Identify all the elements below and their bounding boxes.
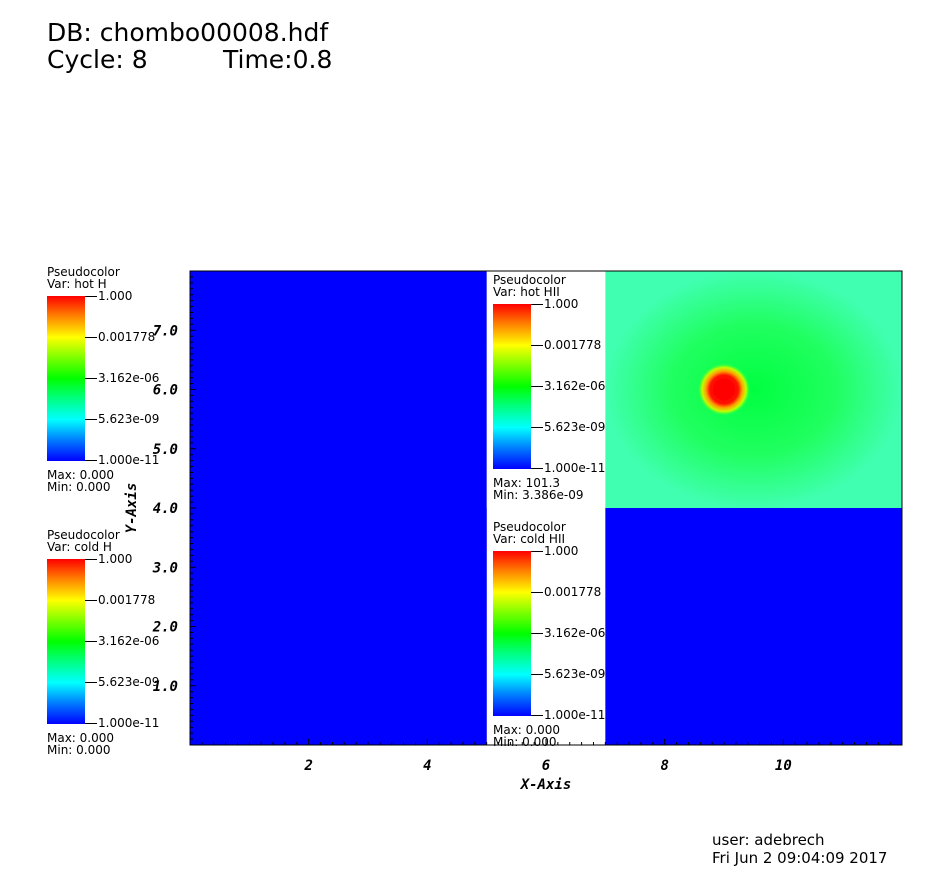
x-tick-label: 10: [775, 758, 792, 774]
colorbar-tick: [85, 378, 97, 379]
y-tick-label: 4.0: [153, 501, 178, 517]
colorbar-tick: [531, 715, 543, 716]
colorbar-tick-label: 1.000e-11: [544, 461, 606, 475]
colorbar-tick-label: 3.162e-06: [98, 634, 160, 648]
y-tick-label: 7.0: [153, 323, 178, 339]
colorbar-tick-label: 0.001778: [98, 330, 156, 344]
region-hot-hii: [605, 271, 902, 508]
colorbar-tick: [85, 337, 97, 338]
colorbar: [47, 296, 85, 461]
legend-max: Max: 0.000: [47, 731, 115, 745]
legend-title: Pseudocolor: [47, 265, 120, 279]
colorbar-tick: [531, 427, 543, 428]
colorbar-tick-label: 1.000: [544, 544, 579, 558]
region-cold-hii: [605, 508, 902, 745]
colorbar-tick-label: 3.162e-06: [98, 371, 160, 385]
y-tick-label: 1.0: [153, 679, 178, 695]
region-cold-h: [190, 508, 487, 745]
legend-min: Min: 0.000: [47, 480, 111, 494]
colorbar-tick-label: 5.623e-09: [98, 675, 160, 689]
colorbar-tick: [531, 345, 543, 346]
colorbar-tick: [85, 600, 97, 601]
legend-max: Max: 0.000: [493, 723, 561, 737]
x-axis-title: X-Axis: [520, 777, 572, 793]
colorbar-tick: [85, 723, 97, 724]
colorbar-tick: [531, 386, 543, 387]
colorbar-tick: [85, 296, 97, 297]
user-label: user: adebrech: [712, 831, 825, 849]
x-tick-label: 2: [303, 758, 312, 774]
colorbar-tick-label: 5.623e-09: [544, 667, 606, 681]
legend-max: Max: 101.3: [493, 476, 561, 490]
y-tick-label: 2.0: [152, 620, 178, 636]
colorbar-tick: [85, 460, 97, 461]
colorbar-tick-label: 3.162e-06: [544, 379, 606, 393]
hotspot-core: [713, 378, 735, 401]
plot-frame: [189, 270, 903, 746]
colorbar-tick: [85, 682, 97, 683]
legend-variable: Var: hot H: [47, 277, 107, 291]
colorbar-tick-label: 0.001778: [544, 585, 602, 599]
y-axis-title: Y-Axis: [124, 483, 140, 534]
time-label: Time:0.8: [223, 45, 333, 74]
colorbar: [47, 559, 85, 724]
database-title: DB: chombo00008.hdf: [47, 18, 329, 47]
legend-title: Pseudocolor: [493, 273, 566, 287]
colorbar-tick: [531, 468, 543, 469]
y-tick-label: 6.0: [153, 383, 178, 399]
colorbar-tick-label: 1.000e-11: [98, 716, 160, 730]
colorbar: [493, 551, 531, 716]
legend-title: Pseudocolor: [493, 520, 566, 534]
colorbar-tick-label: 1.000e-11: [98, 453, 160, 467]
y-tick-label: 5.0: [153, 442, 178, 458]
colorbar-tick: [531, 304, 543, 305]
legend-min: Min: 0.000: [47, 743, 111, 757]
colorbar-tick-label: 1.000: [98, 289, 133, 303]
y-tick-label: 3.0: [152, 560, 178, 576]
colorbar: [493, 304, 531, 469]
legend-title: Pseudocolor: [47, 528, 120, 542]
x-tick-label: 4: [423, 758, 431, 774]
colorbar-tick: [85, 419, 97, 420]
colorbar-tick-label: 1.000: [544, 297, 579, 311]
legend-variable: Var: hot HII: [493, 285, 560, 299]
legend-min: Min: 3.386e-09: [493, 488, 584, 502]
x-tick-label: 6: [542, 758, 550, 774]
x-tick-label: 8: [660, 758, 668, 774]
colorbar-tick-label: 1.000: [98, 552, 133, 566]
legend-variable: Var: cold HII: [493, 532, 566, 546]
colorbar-tick: [531, 592, 543, 593]
legend-min: Min: 0.000: [493, 735, 557, 749]
colorbar-tick: [531, 633, 543, 634]
colorbar-tick-label: 0.001778: [98, 593, 156, 607]
colorbar-tick-label: 3.162e-06: [544, 626, 606, 640]
cycle-label: Cycle: 8: [47, 45, 148, 74]
date-label: Fri Jun 2 09:04:09 2017: [712, 849, 888, 867]
legend-max: Max: 0.000: [47, 468, 115, 482]
colorbar-tick: [85, 641, 97, 642]
colorbar-tick-label: 0.001778: [544, 338, 602, 352]
colorbar-tick-label: 5.623e-09: [98, 412, 160, 426]
legend-variable: Var: cold H: [47, 540, 112, 554]
colorbar-tick-label: 1.000e-11: [544, 708, 606, 722]
colorbar-tick: [85, 559, 97, 560]
colorbar-tick: [531, 674, 543, 675]
colorbar-tick-label: 5.623e-09: [544, 420, 606, 434]
colorbar-tick: [531, 551, 543, 552]
